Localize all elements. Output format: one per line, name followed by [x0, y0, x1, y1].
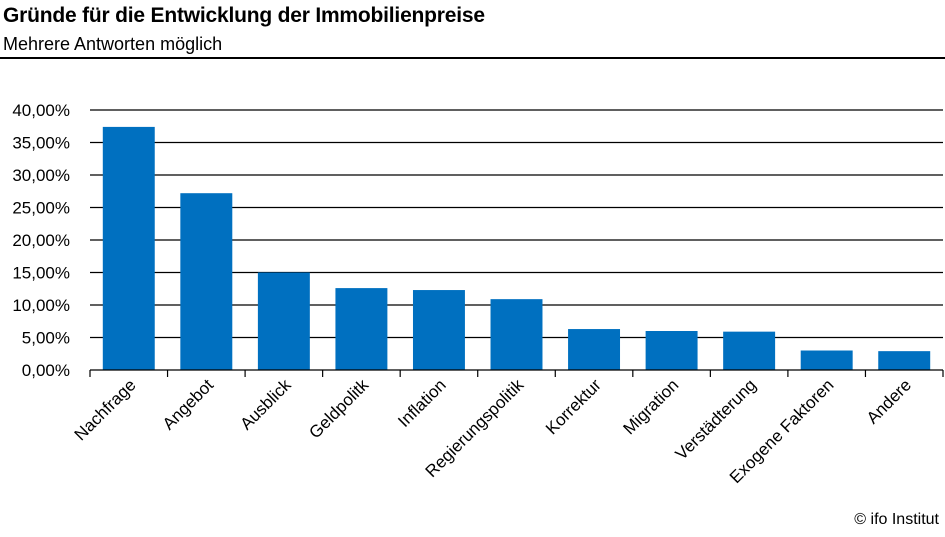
x-tick-label: Inflation [394, 375, 450, 431]
bar [878, 351, 931, 370]
x-tick-label: Migration [620, 375, 683, 438]
x-tick-label: Korrektur [542, 375, 605, 438]
x-tick-label: Nachfrage [71, 375, 140, 444]
bar [723, 331, 776, 370]
y-tick-label: 40,00% [12, 101, 70, 120]
bar [568, 329, 621, 370]
bar [102, 126, 155, 371]
bars [102, 126, 931, 371]
y-axis-tick-labels: 0,00% 5,00% 10,00% 15,00% 20,00% 25,00% 30,00%… [12, 101, 70, 380]
x-tick-label: Geldpolitk [305, 375, 372, 442]
y-tick-label: 0,00% [22, 361, 70, 380]
bar [645, 331, 698, 370]
x-tick-label: Ausblick [236, 375, 295, 434]
x-axis [89, 369, 944, 377]
bar [335, 288, 388, 370]
y-tick-label: 15,00% [12, 264, 70, 283]
x-tick-label: Angebot [159, 375, 217, 433]
y-tick-label: 30,00% [12, 166, 70, 185]
bar [412, 290, 465, 370]
x-axis-tick-labels: Nachfrage Angebot Ausblick Geldpolitk Inflat… [71, 375, 915, 487]
bar [257, 272, 310, 370]
y-tick-label: 5,00% [22, 329, 70, 348]
bar [180, 193, 233, 370]
bar [800, 350, 853, 370]
bar [490, 299, 543, 370]
y-tick-label: 25,00% [12, 199, 70, 218]
x-tick-label: Andere [863, 375, 915, 427]
y-tick-label: 35,00% [12, 134, 70, 153]
source-credit: © ifo Institut [854, 511, 939, 528]
header-divider [0, 57, 945, 59]
chart-title: Gründe für die Entwicklung der Immobilie… [3, 4, 485, 27]
y-tick-label: 20,00% [12, 231, 70, 250]
chart-subtitle: Mehrere Antworten möglich [3, 34, 223, 54]
y-tick-label: 10,00% [12, 296, 70, 315]
x-tick-label: Verstädterung [672, 375, 760, 463]
